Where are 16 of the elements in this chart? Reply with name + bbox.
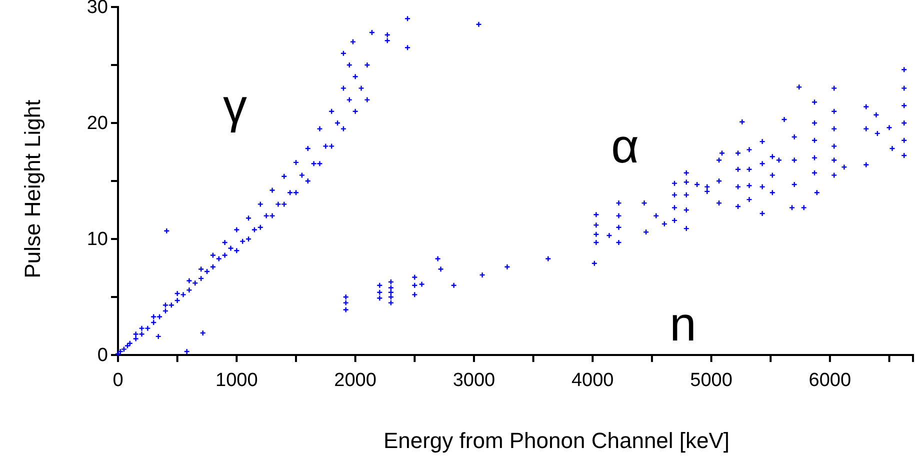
x-tick-label: 2000 <box>334 370 376 391</box>
x-tick-label: 5000 <box>690 370 732 391</box>
x-tick-label: 0 <box>112 370 124 391</box>
x-axis-title: Energy from Phonon Channel [keV] <box>383 428 730 453</box>
y-tick-label: 10 <box>86 229 108 250</box>
x-tick-label: 1000 <box>216 370 258 391</box>
annotation: α <box>611 120 639 174</box>
x-tick-label: 4000 <box>571 370 614 391</box>
y-axis-title: Pulse Height Light <box>20 100 45 278</box>
annotation: γ <box>223 80 247 134</box>
x-tick-label: 6000 <box>808 370 852 391</box>
y-tick-label: 30 <box>86 0 108 18</box>
y-tick-label: 20 <box>86 113 108 134</box>
y-tick-label: 0 <box>97 345 108 366</box>
x-tick-label: 3000 <box>452 370 496 391</box>
annotation: n <box>670 298 696 352</box>
